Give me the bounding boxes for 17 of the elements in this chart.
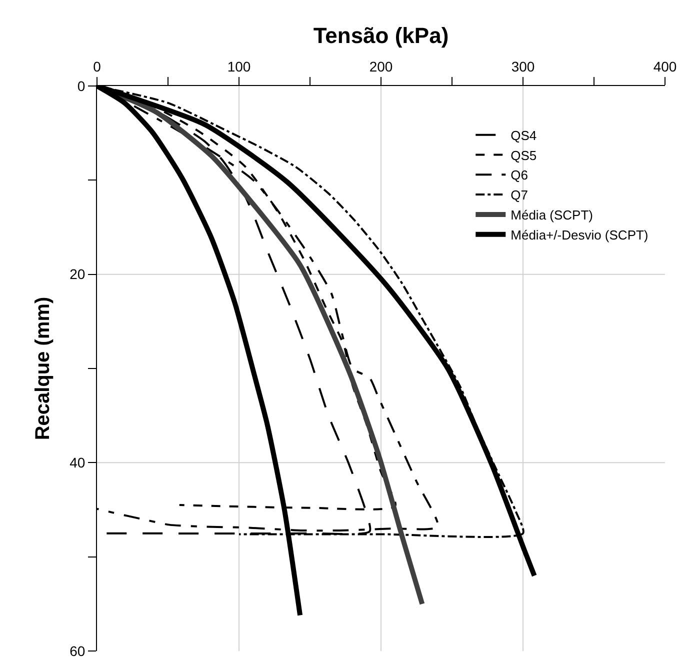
- x-axis-title: Tensão (kPa): [313, 23, 449, 48]
- legend-label: QS4: [510, 128, 537, 143]
- x-tick-label: 0: [93, 58, 102, 74]
- y-tick-label: 20: [70, 266, 86, 282]
- x-tick-label: 300: [511, 58, 535, 74]
- legend-label: Q6: [510, 168, 528, 183]
- y-tick-label: 40: [70, 454, 86, 471]
- legend-label: QS5: [510, 148, 537, 163]
- y-tick-label: 0: [77, 78, 86, 94]
- x-tick-label: 400: [653, 58, 677, 74]
- y-axis-title: Recalque (mm): [32, 296, 54, 440]
- y-tick-label: 60: [70, 642, 86, 659]
- legend-label: Média+/-Desvio (SCPT): [510, 227, 648, 242]
- x-tick-label: 200: [369, 58, 393, 74]
- legend-label: Média (SCPT): [510, 208, 593, 223]
- legend-label: Q7: [510, 188, 528, 203]
- x-tick-label: 100: [227, 58, 251, 74]
